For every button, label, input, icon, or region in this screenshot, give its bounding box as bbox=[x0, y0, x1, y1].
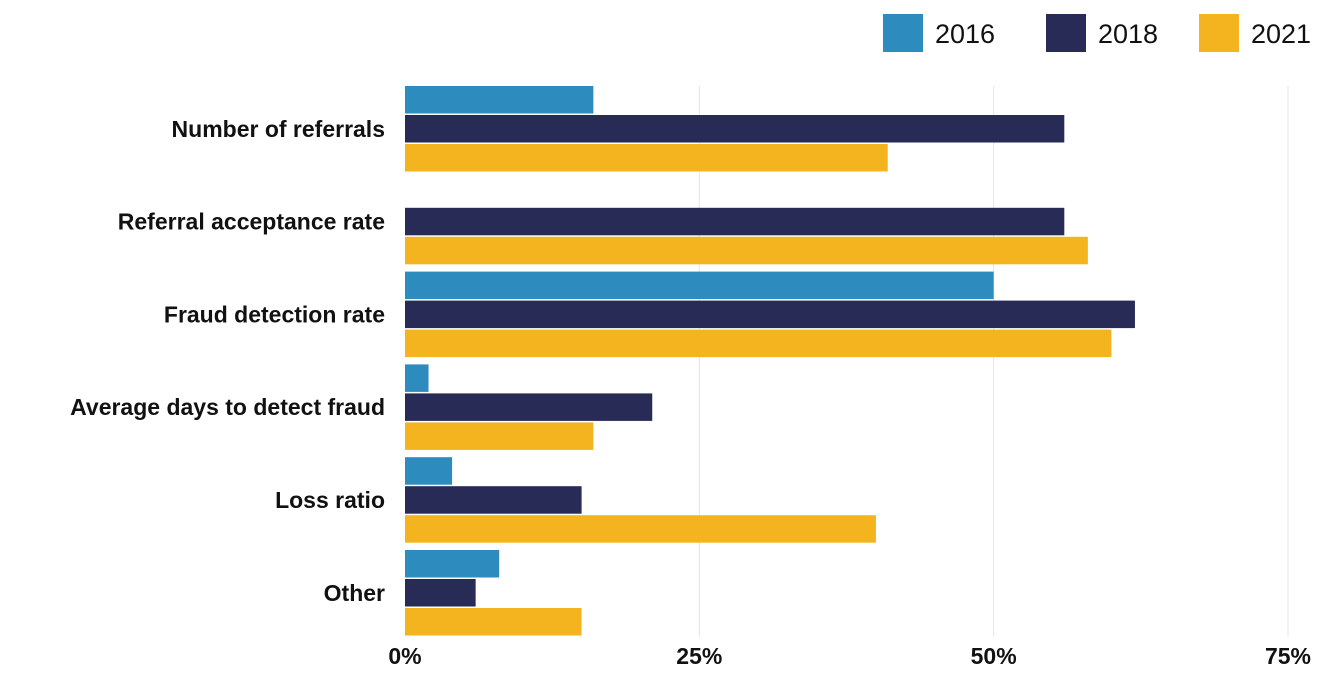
bar-loss-ratio-2016 bbox=[405, 457, 453, 485]
bar-loss-ratio-2021 bbox=[405, 515, 876, 543]
x-tick-label-50: 50% bbox=[971, 643, 1017, 669]
category-label-referral-acceptance-rate: Referral acceptance rate bbox=[118, 209, 385, 235]
category-labels: Number of referrals Referral acceptance r… bbox=[70, 116, 385, 606]
bar-other-2018 bbox=[405, 579, 476, 607]
legend-label-2018: 2018 bbox=[1098, 19, 1158, 49]
gridlines bbox=[698, 86, 1289, 637]
x-tick-label-25: 25% bbox=[676, 643, 722, 669]
bar-average-days-to-detect-fraud-2016 bbox=[405, 364, 429, 392]
category-label-other: Other bbox=[324, 580, 385, 606]
bar-number-of-referrals-2016 bbox=[405, 86, 594, 114]
bar-number-of-referrals-2021 bbox=[405, 144, 888, 172]
category-label-average-days-to-detect-fraud: Average days to detect fraud bbox=[70, 394, 385, 420]
bars bbox=[405, 86, 1135, 636]
category-label-number-of-referrals: Number of referrals bbox=[172, 116, 385, 142]
bar-fraud-detection-rate-2016 bbox=[405, 271, 994, 300]
x-axis-tick-labels: 0% 25% 50% 75% bbox=[388, 643, 1311, 669]
bar-other-2021 bbox=[405, 608, 582, 636]
bar-referral-acceptance-rate-2018 bbox=[405, 207, 1065, 236]
bar-fraud-detection-rate-2021 bbox=[405, 329, 1112, 358]
legend-label-2016: 2016 bbox=[935, 19, 995, 49]
category-label-fraud-detection-rate: Fraud detection rate bbox=[164, 301, 385, 327]
legend-label-2021: 2021 bbox=[1251, 19, 1311, 49]
legend: 2016 2018 2021 bbox=[883, 14, 1311, 52]
bar-fraud-detection-rate-2018 bbox=[405, 300, 1135, 329]
bar-average-days-to-detect-fraud-2021 bbox=[405, 422, 594, 450]
bar-loss-ratio-2018 bbox=[405, 486, 582, 514]
legend-swatch-2021 bbox=[1199, 14, 1239, 52]
bar-other-2016 bbox=[405, 550, 500, 578]
bar-number-of-referrals-2018 bbox=[405, 115, 1065, 143]
category-label-loss-ratio: Loss ratio bbox=[275, 487, 385, 513]
bar-referral-acceptance-rate-2021 bbox=[405, 236, 1088, 265]
legend-swatch-2018 bbox=[1046, 14, 1086, 52]
legend-swatch-2016 bbox=[883, 14, 923, 52]
bar-average-days-to-detect-fraud-2018 bbox=[405, 393, 653, 421]
x-tick-label-75: 75% bbox=[1265, 643, 1311, 669]
x-tick-label-0: 0% bbox=[388, 643, 421, 669]
